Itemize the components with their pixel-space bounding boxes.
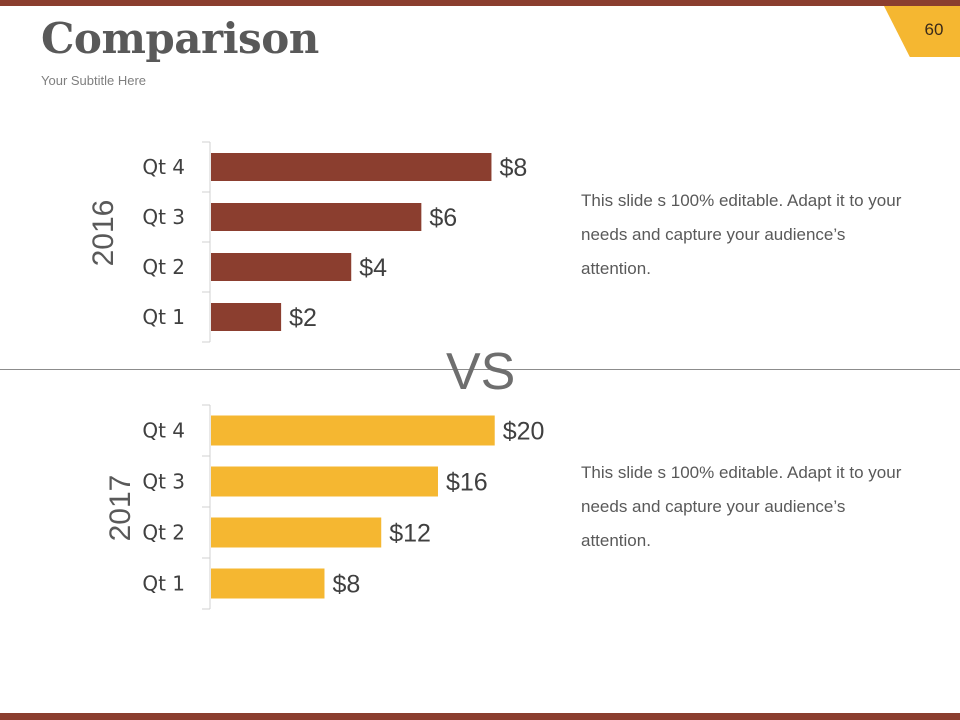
bar [211, 517, 382, 548]
category-label: Qt 2 [142, 255, 185, 279]
year-label: 2017 [104, 475, 137, 542]
vs-divider-line [0, 369, 960, 370]
page-number: 60 [924, 20, 944, 39]
category-label: Qt 2 [142, 521, 185, 545]
value-label: $16 [446, 469, 488, 497]
category-label: Qt 1 [142, 572, 185, 596]
bar [211, 568, 325, 599]
category-label: Qt 1 [142, 305, 185, 329]
value-label: $20 [503, 418, 545, 446]
bar [211, 203, 422, 231]
year-label: 2016 [87, 200, 120, 267]
chart-2016: 2016 Qt 4 $8 Qt 3 $6 Qt 2 $4 Qt 1 $2 [87, 141, 527, 343]
value-label: $6 [429, 204, 457, 232]
slide-subtitle: Your Subtitle Here [41, 73, 147, 88]
slide-title: Comparison [41, 14, 319, 63]
value-label: $2 [289, 304, 317, 332]
value-label: $8 [499, 154, 527, 182]
bar [211, 153, 492, 181]
top-accent-bar [0, 0, 960, 6]
vs-label: VS [446, 343, 516, 401]
description-2017: This slide s 100% editable. Adapt it to … [581, 463, 902, 550]
category-label: Qt 4 [142, 155, 185, 179]
value-label: $12 [389, 520, 431, 548]
category-label: Qt 4 [142, 419, 185, 443]
bottom-accent-bar [0, 713, 960, 720]
bar [211, 253, 352, 281]
bar [211, 415, 495, 446]
value-label: $8 [332, 571, 360, 599]
chart-2017: 2017 Qt 4 $20 Qt 3 $16 Qt 2 $12 Qt 1 $8 [104, 404, 545, 610]
value-label: $4 [359, 254, 387, 282]
bar [211, 466, 438, 497]
bar [211, 303, 282, 331]
description-2016: This slide s 100% editable. Adapt it to … [581, 191, 902, 278]
category-label: Qt 3 [142, 470, 185, 494]
category-label: Qt 3 [142, 205, 185, 229]
